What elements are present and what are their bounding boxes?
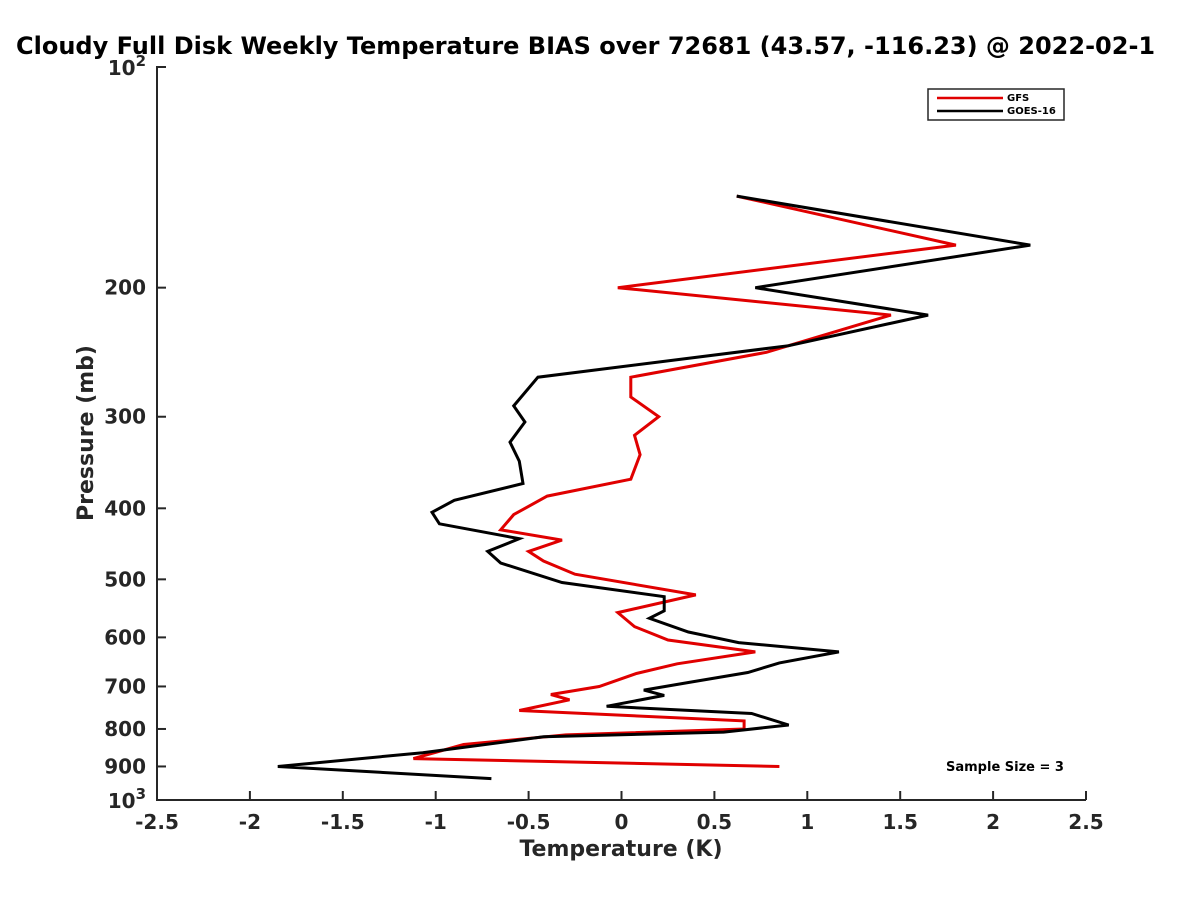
y-tick-label: 200 bbox=[104, 276, 146, 300]
y-tick-label: 500 bbox=[104, 567, 146, 591]
legend-box bbox=[927, 88, 1065, 121]
x-tick-label: 1.5 bbox=[882, 810, 917, 834]
y-axis-label: Pressure (mb) bbox=[74, 345, 99, 521]
y-tick-exponent: 3 bbox=[136, 785, 146, 803]
y-tick-label: 300 bbox=[104, 405, 146, 429]
y-tick-label: 102 bbox=[108, 52, 146, 80]
legend-label-gfs: GFS bbox=[1007, 93, 1029, 104]
series-line-goes16 bbox=[277, 194, 1031, 781]
x-tick-label: 2.5 bbox=[1068, 810, 1103, 834]
y-tick-exponent: 2 bbox=[136, 52, 146, 70]
y-tick-label: 700 bbox=[104, 674, 146, 698]
x-tick-label: -2 bbox=[239, 810, 261, 834]
x-axis-label: Temperature (K) bbox=[519, 837, 722, 862]
x-tick-label: -1.5 bbox=[321, 810, 365, 834]
x-tick-label: -2.5 bbox=[135, 810, 179, 834]
y-tick-base: 10 bbox=[108, 789, 136, 813]
y-tick-base: 10 bbox=[108, 56, 136, 80]
chart-title: Cloudy Full Disk Weekly Temperature BIAS… bbox=[16, 32, 1155, 60]
legend: GFS GOES-16 bbox=[927, 88, 1065, 121]
sample-size-annotation: Sample Size = 3 bbox=[946, 760, 1064, 775]
legend-label-goes16: GOES-16 bbox=[1007, 106, 1056, 117]
x-tick-label: 0.5 bbox=[697, 810, 732, 834]
x-tick-label: -0.5 bbox=[507, 810, 551, 834]
y-tick-label: 800 bbox=[104, 717, 146, 741]
series-line-gfs bbox=[412, 194, 957, 768]
series-layer bbox=[277, 194, 1031, 781]
x-ticks: -2.5 -2 -1.5 -1 -0.5 0 0.5 1 1.5 2 2.5 bbox=[135, 791, 1104, 834]
y-tick-label: 600 bbox=[104, 625, 146, 649]
y-tick-label: 400 bbox=[104, 496, 146, 520]
y-tick-label: 900 bbox=[104, 754, 146, 778]
x-tick-label: 0 bbox=[615, 810, 629, 834]
x-tick-label: -1 bbox=[425, 810, 447, 834]
x-tick-label: 2 bbox=[986, 810, 1000, 834]
y-tick-label: 103 bbox=[108, 785, 146, 813]
x-tick-label: 1 bbox=[800, 810, 814, 834]
